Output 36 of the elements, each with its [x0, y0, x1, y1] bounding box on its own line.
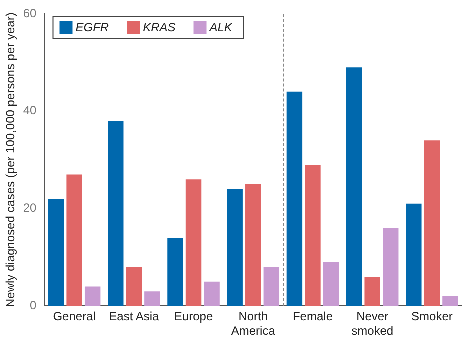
- bar: [323, 262, 340, 306]
- bar: [144, 292, 160, 306]
- legend-label: ALK: [208, 20, 234, 34]
- bar: [84, 286, 101, 306]
- bar: [305, 164, 321, 306]
- bar: [442, 296, 458, 306]
- bar: [246, 184, 262, 306]
- bar: [383, 228, 399, 306]
- bar: [264, 267, 280, 306]
- bar: [168, 238, 184, 306]
- bar: [108, 121, 124, 306]
- x-tick-label: General: [53, 310, 96, 324]
- x-tick-label: Europe: [174, 310, 214, 324]
- y-axis-title: Newly diagnosed cases (per 100,000 persons per year): [4, 12, 18, 308]
- legend-label: KRAS: [143, 20, 176, 34]
- bar: [48, 199, 64, 306]
- bar: [66, 174, 82, 306]
- x-tick-label: North America: [231, 310, 276, 338]
- bar: [227, 189, 243, 306]
- y-tick-label: 20: [23, 201, 38, 216]
- bar: [286, 92, 303, 306]
- bar: [346, 68, 362, 306]
- bar: [186, 180, 202, 306]
- x-tick-label: Never smoked: [352, 310, 394, 338]
- bar: [406, 204, 422, 306]
- legend-label: EGFR: [76, 20, 110, 34]
- x-tick-label: Female: [292, 310, 334, 324]
- bar: [424, 140, 440, 306]
- bar: [126, 267, 142, 306]
- y-tick-label: 0: [30, 298, 38, 313]
- x-tick-label: Smoker: [412, 310, 453, 324]
- y-tick-label: 60: [23, 6, 38, 20]
- bar: [364, 276, 380, 306]
- y-tick-label: 40: [23, 104, 38, 118]
- x-tick-label: East Asia: [109, 310, 160, 324]
- bar: [204, 282, 220, 306]
